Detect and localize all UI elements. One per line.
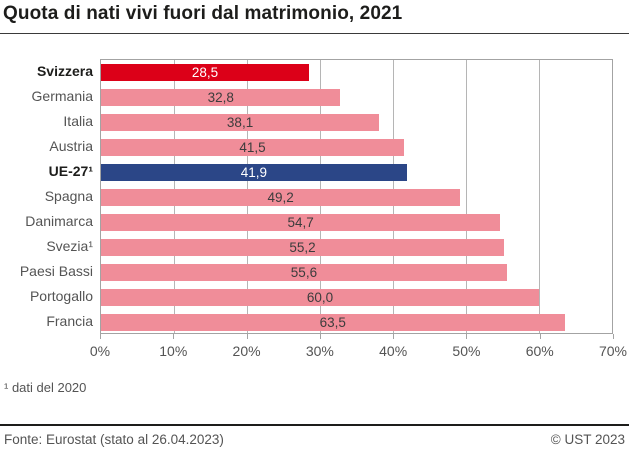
gridline <box>466 60 467 333</box>
footer-divider <box>0 424 629 426</box>
y-axis-labels: Svizzera Germania Italia Austria UE-27¹ Spagn… <box>0 59 93 334</box>
x-axis: 0% 10% 20% 30% 40% 50% 60% 70% <box>90 334 627 364</box>
x-tick-mark <box>319 334 321 339</box>
x-tick-mark <box>246 334 248 339</box>
bar: 38,1 <box>101 114 380 131</box>
bar-value-label: 55,6 <box>290 265 318 280</box>
x-tick-label: 50% <box>452 343 481 359</box>
x-tick-mark <box>539 334 541 339</box>
bar-value-label: 49,2 <box>267 190 294 205</box>
bar-value-label: 32,8 <box>207 90 234 105</box>
bar: 60,0 <box>101 289 539 306</box>
footer: Fonte: Eurostat (stato al 26.04.2023) © … <box>4 432 625 447</box>
category-label: Spagna <box>44 188 93 204</box>
bar-value-label: 60,0 <box>306 290 334 305</box>
x-tick-label: 0% <box>89 343 111 359</box>
category-label: Portogallo <box>29 288 93 304</box>
category-label: Paesi Bassi <box>19 263 93 279</box>
bar-value-label: 41,9 <box>240 165 268 180</box>
bar: 41,5 <box>101 139 404 156</box>
bar: 41,9 <box>101 164 407 181</box>
bar: 49,2 <box>101 189 461 206</box>
bar: 63,5 <box>101 314 565 331</box>
x-tick-label: 40% <box>379 343 408 359</box>
bar: 55,2 <box>101 239 504 256</box>
footnote: ¹ dati del 2020 <box>4 380 87 395</box>
x-tick-mark <box>613 334 614 339</box>
x-tick-label: 10% <box>159 343 188 359</box>
bar: 55,6 <box>101 264 507 281</box>
x-tick-mark <box>466 334 468 339</box>
category-label: Italia <box>63 113 93 129</box>
x-tick-label: 70% <box>598 343 628 359</box>
plot-area: 28,5 32,8 38,1 41,5 41,9 49,2 54,7 55,2 55,6 60,0… <box>100 59 613 334</box>
bar: 28,5 <box>101 64 310 81</box>
bar-value-label: 38,1 <box>226 115 254 130</box>
bar: 54,7 <box>101 214 501 231</box>
bar-value-label: 54,7 <box>287 215 314 230</box>
bar-value-label: 28,5 <box>191 65 219 80</box>
source-text: Fonte: Eurostat (stato al 26.04.2023) <box>4 432 224 447</box>
title-divider <box>0 33 629 34</box>
x-tick-label: 30% <box>305 343 334 359</box>
category-label: Danimarca <box>25 213 93 229</box>
bar-value-label: 55,2 <box>289 240 316 255</box>
category-label: Germania <box>31 88 93 104</box>
category-label: Svezia¹ <box>46 238 93 254</box>
category-label: UE-27¹ <box>48 163 93 179</box>
x-tick-mark <box>100 334 101 339</box>
x-tick-mark <box>393 334 395 339</box>
category-label: Austria <box>49 138 93 154</box>
chart-title: Quota di nati vivi fuori dal matrimonio,… <box>3 3 403 24</box>
copyright-text: © UST 2023 <box>550 432 625 447</box>
x-tick-label: 60% <box>525 343 554 359</box>
gridline <box>539 60 540 333</box>
bar-value-label: 63,5 <box>319 315 346 330</box>
bar-value-label: 41,5 <box>239 140 266 155</box>
bar: 32,8 <box>101 89 341 106</box>
category-label: Francia <box>46 313 93 329</box>
x-tick-mark <box>173 334 175 339</box>
x-tick-label: 20% <box>232 343 261 359</box>
category-label: Svizzera <box>36 63 93 79</box>
